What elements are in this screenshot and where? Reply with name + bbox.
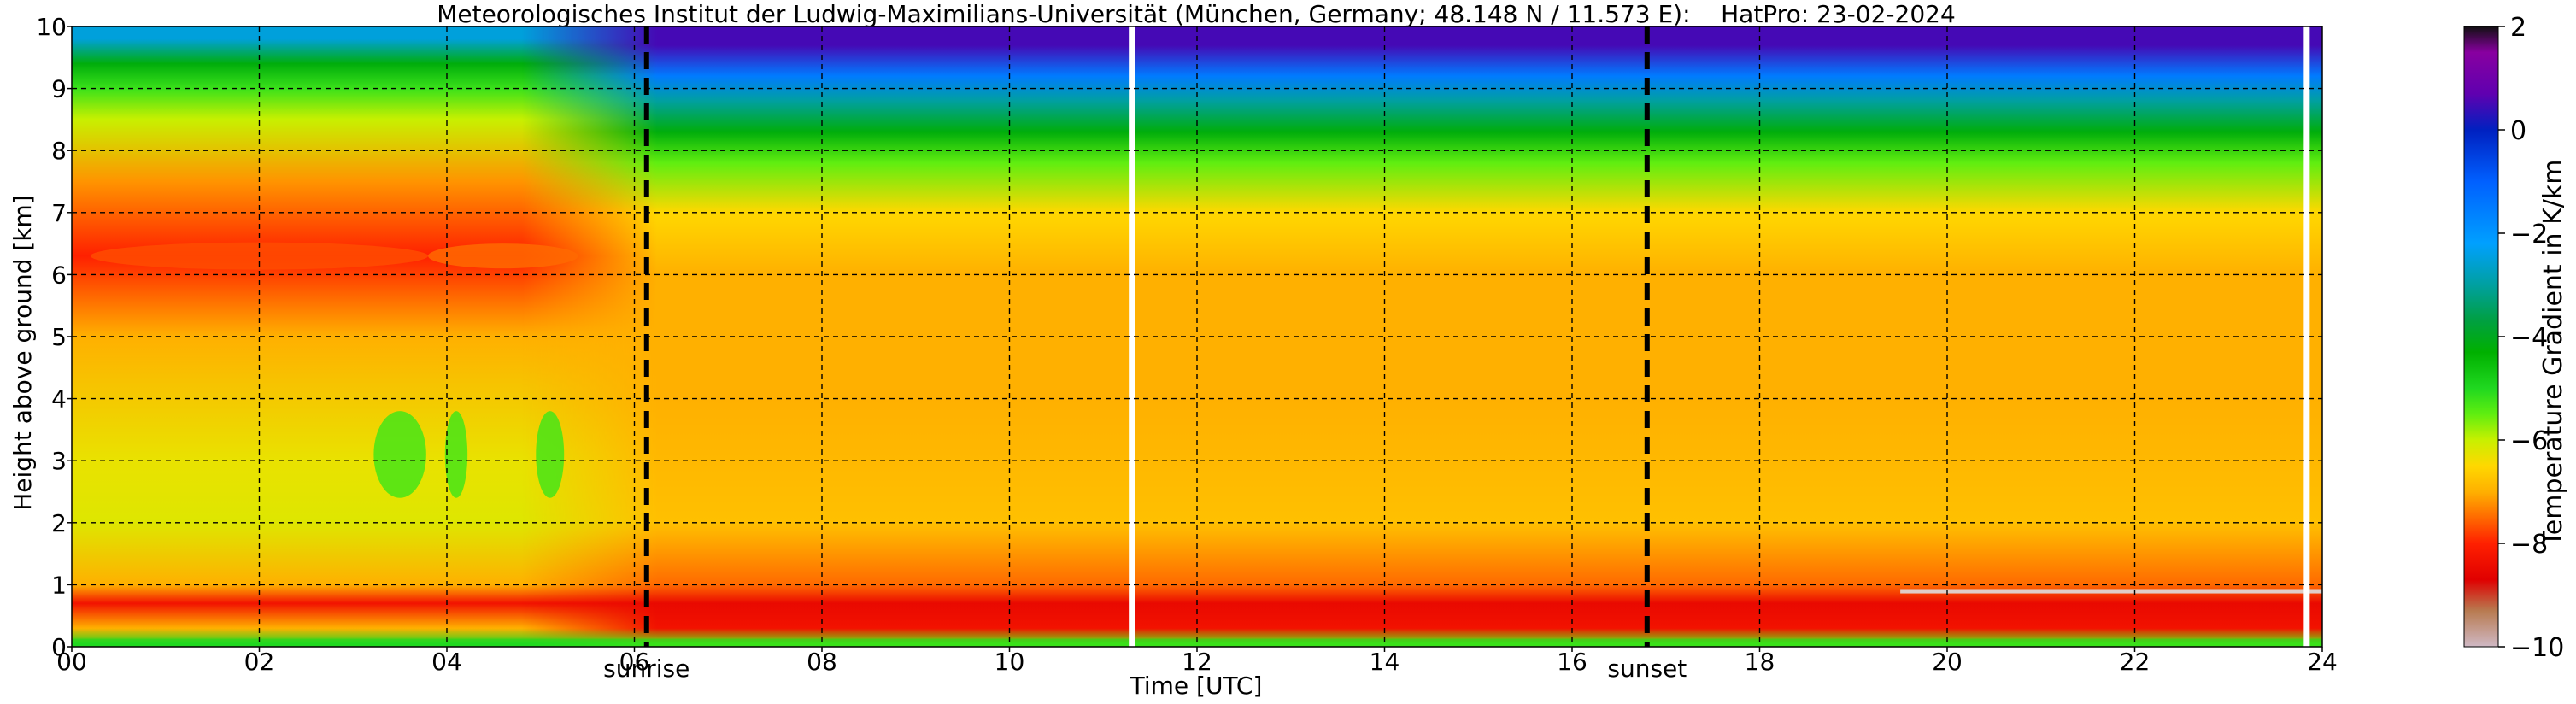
y-tick-label: 3 (51, 447, 67, 475)
heatmap-feature (72, 638, 2322, 647)
colorbar-scale (2463, 26, 2499, 648)
x-tick-label: 04 (431, 648, 462, 676)
colorbar-tick-label: −8 (2510, 530, 2548, 560)
colorbar-tick-label: 2 (2510, 13, 2526, 43)
y-tick-label: 0 (51, 633, 67, 661)
data-gap (1129, 26, 1135, 647)
data-gap (2303, 26, 2310, 647)
y-tick-label: 5 (51, 323, 67, 351)
annotation-label: sunset (1607, 654, 1687, 683)
y-tick-label: 4 (51, 385, 67, 414)
x-tick-label: 00 (56, 648, 87, 676)
y-tick-label: 7 (51, 199, 67, 227)
heatmap-feature (536, 411, 565, 498)
y-tick-label: 9 (51, 75, 67, 103)
x-tick-label: 20 (1932, 648, 1963, 676)
x-tick-label: 18 (1745, 648, 1775, 676)
x-tick-label: 02 (244, 648, 275, 676)
heatmap-feature (444, 411, 468, 498)
colorbar-tick-label: −6 (2510, 426, 2548, 456)
y-tick-label: 10 (36, 13, 67, 41)
x-tick-label: 24 (2307, 648, 2338, 676)
chart-title: Meteorologisches Institut der Ludwig-Max… (437, 0, 1956, 28)
x-tick-label: 12 (1182, 648, 1212, 676)
annotation-label: sunrise (603, 654, 689, 683)
colorbar-tick-label: 0 (2510, 116, 2526, 146)
x-tick-label: 10 (995, 648, 1025, 676)
colorbar-tick-label: −10 (2510, 633, 2564, 663)
colorbar: −10 −8 −6 −4 −2 0 2 (2463, 13, 2564, 663)
colorbar-label: Temperature Gradient in K/km (2538, 160, 2568, 548)
x-axis: 00 02 04 06 08 10 12 14 16 18 20 22 24 (56, 647, 2338, 676)
heatmap-feature (428, 243, 578, 269)
y-tick-label: 2 (51, 509, 67, 537)
colorbar-tick-label: −2 (2510, 220, 2548, 249)
colorbar-tick-label: −4 (2510, 323, 2548, 353)
x-tick-label: 06 (619, 648, 650, 676)
y-tick-label: 6 (51, 261, 67, 289)
x-tick-label: 16 (1557, 648, 1587, 676)
y-tick-label: 1 (51, 571, 67, 599)
y-axis-label: Height above ground [km] (9, 195, 37, 511)
x-axis-label: Time [UTC] (1130, 672, 1263, 700)
heatmap-feature (1900, 589, 2322, 594)
y-tick-label: 8 (51, 137, 67, 165)
x-tick-label: 08 (807, 648, 837, 676)
plot-area: sunrise sunset (71, 26, 2323, 683)
x-tick-label: 14 (1370, 648, 1400, 676)
x-tick-label: 22 (2120, 648, 2151, 676)
y-axis: 0 1 2 3 4 5 6 7 8 9 10 (36, 13, 72, 661)
heatmap-feature (373, 411, 426, 498)
